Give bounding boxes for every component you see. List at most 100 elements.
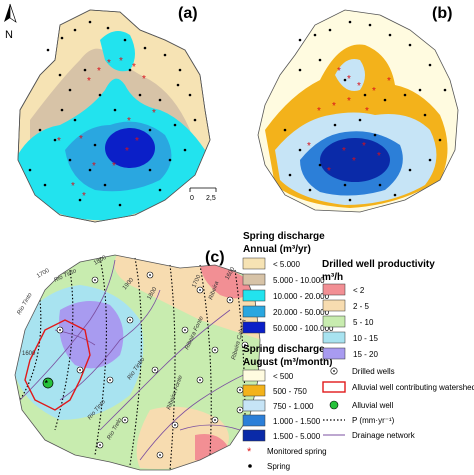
monitored-spring-marker: *: [142, 74, 146, 85]
spring-marker: [333, 123, 337, 127]
august-zone-750-1000-north: [335, 59, 365, 91]
spring-marker: [283, 128, 287, 132]
drilled-well-marker: [181, 326, 189, 334]
legend-august-title: Spring discharge: [243, 344, 325, 355]
legend-annual-label: 5.000 - 10.000: [273, 276, 325, 285]
spring-marker: [73, 118, 77, 122]
spring-marker: [178, 68, 182, 72]
spring-marker: [388, 33, 392, 37]
legend-annual-swatch: [242, 257, 266, 270]
spring-marker: [348, 198, 352, 202]
legend-wells-title: Drilled well productivity: [322, 259, 435, 270]
monitored-spring-marker: *: [135, 136, 139, 147]
drilled-well-marker: [121, 416, 129, 424]
spring-marker: [378, 183, 382, 187]
legend-spring-label: Spring: [267, 462, 290, 471]
drainage-network: [19, 259, 256, 461]
legend-august-swatch: [242, 369, 266, 382]
legend-wells-label: 5 - 10: [353, 318, 374, 327]
legend-august-label: 500 - 750: [273, 387, 307, 396]
monitored-spring-marker: *: [377, 151, 381, 162]
monitored-spring-marker: *: [87, 76, 91, 87]
monitored-spring-marker: *: [365, 106, 369, 117]
annual-zone-50000-100000: [105, 128, 155, 168]
spring-marker: [53, 138, 57, 142]
legend-annual-label: 10.000 - 20.000: [273, 292, 330, 301]
monitored-spring-marker: *: [332, 101, 336, 112]
legend-wells-label: < 2: [353, 286, 365, 295]
monitored-spring-marker: *: [112, 161, 116, 172]
spring-marker: [38, 128, 42, 132]
spring-marker: [163, 53, 167, 57]
spring-marker: [123, 38, 127, 42]
legend-wells-swatch: [322, 347, 346, 360]
legend-spring: Spring: [248, 462, 290, 471]
august-zone-750-1000-northeast: [395, 30, 444, 100]
spring-marker: [298, 148, 302, 152]
legend-august-item: 500 - 750: [242, 384, 307, 397]
drilled-well-marker: [146, 271, 154, 279]
annual-zone-10000-20000-north: [100, 31, 135, 72]
spring-marker: [128, 68, 132, 72]
spring-marker: [428, 158, 432, 162]
spring-marker: [343, 78, 347, 82]
legend-annual-title: Spring discharge: [243, 231, 325, 242]
drilled-well-marker: [171, 421, 179, 429]
spring-marker: [98, 93, 102, 97]
spring-marker: [43, 183, 47, 187]
legend-august-subtitle: August (m³/month): [243, 357, 332, 368]
legend-watershed-label: Alluvial well contributing watershed: [352, 383, 474, 392]
spring-marker: [58, 73, 62, 77]
legend-annual-item: 10.000 - 20.000: [242, 289, 330, 302]
svg-text:*: *: [45, 379, 49, 388]
spring-marker: [298, 38, 302, 42]
spring-marker: [318, 163, 322, 167]
monitored-spring-marker: *: [307, 141, 311, 152]
spring-marker: [288, 173, 292, 177]
drilled-well-marker: [241, 341, 249, 349]
legend-wells-item: 15 - 20: [322, 347, 378, 360]
spring-marker: [28, 168, 32, 172]
legend-wells-label: 10 - 15: [353, 334, 378, 343]
monitored-spring-marker: *: [132, 62, 136, 73]
legend-monitored-spring-label: Monitored spring: [267, 447, 327, 456]
monitored-spring-marker: *: [125, 146, 129, 157]
spring-marker: [308, 188, 312, 192]
map-panel-a: * * * * * * * * * * * * * * * * (a): [17, 5, 211, 223]
spring-marker: [183, 148, 187, 152]
spring-marker: [438, 138, 442, 142]
drilled-well-marker: [126, 316, 134, 324]
spring-marker: [73, 28, 77, 32]
drilled-well-marker: [226, 296, 234, 304]
legend-wells-swatch: [322, 331, 346, 344]
monitored-spring-marker: *: [82, 191, 86, 202]
legend-august-swatch: [242, 414, 266, 427]
drilled-well-marker: [196, 286, 204, 294]
spring-marker: [358, 118, 362, 122]
monitored-spring-marker: *: [347, 74, 351, 85]
monitored-spring-marker: *: [342, 146, 346, 157]
legend-annual-item: < 5.000: [242, 257, 300, 270]
spring-marker: [78, 198, 82, 202]
spring-marker: [158, 188, 162, 192]
monitored-springs-b: *** *** * ********: [307, 66, 391, 177]
drilled-wells-c: [56, 271, 249, 459]
monitored-spring-marker: *: [107, 58, 111, 69]
legend-wells-swatch: [322, 299, 346, 312]
legend-august-label: 750 - 1.000: [273, 402, 314, 411]
spring-marker: [83, 68, 87, 72]
legend-august-item: 750 - 1.000: [242, 399, 314, 412]
drilled-well-marker: [76, 366, 84, 374]
legend-wells-item: 2 - 5: [322, 299, 370, 312]
legend-wells-item: 5 - 10: [322, 315, 374, 328]
legend-annual-label: 20.000 - 50.000: [273, 308, 330, 317]
monitored-spring-marker: *: [347, 96, 351, 107]
drilled-well-marker: [236, 386, 244, 394]
monitored-spring-marker: *: [327, 166, 331, 177]
north-label: N: [5, 29, 13, 41]
spring-points-a: [28, 20, 197, 207]
legend-watershed: Alluvial well contributing watershed: [322, 381, 474, 393]
alluvial-watershed: [24, 319, 91, 411]
isohyet-label: 1700: [36, 268, 51, 280]
legend-wells-swatch: [322, 283, 346, 296]
